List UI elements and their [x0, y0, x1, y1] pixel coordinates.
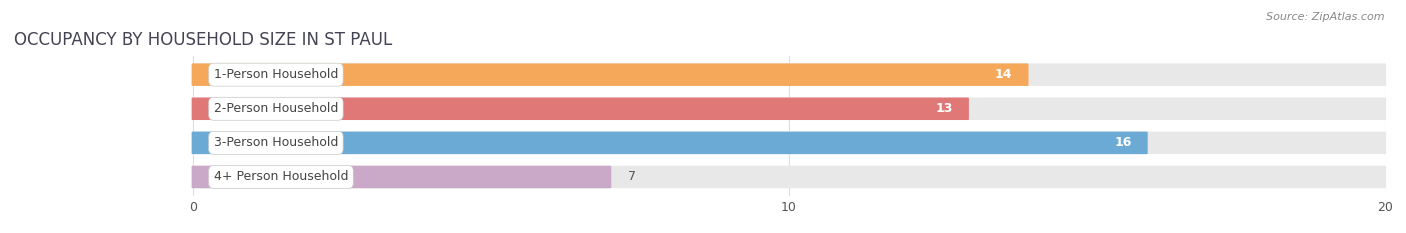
FancyBboxPatch shape	[191, 63, 1029, 86]
Text: 4+ Person Household: 4+ Person Household	[214, 171, 349, 183]
Text: 14: 14	[995, 68, 1012, 81]
Text: 2-Person Household: 2-Person Household	[214, 102, 337, 115]
FancyBboxPatch shape	[191, 98, 969, 120]
Text: 1-Person Household: 1-Person Household	[214, 68, 337, 81]
Text: 3-Person Household: 3-Person Household	[214, 136, 337, 149]
FancyBboxPatch shape	[191, 132, 1386, 154]
FancyBboxPatch shape	[191, 63, 1386, 86]
Text: Source: ZipAtlas.com: Source: ZipAtlas.com	[1267, 12, 1385, 22]
FancyBboxPatch shape	[191, 98, 1386, 120]
FancyBboxPatch shape	[191, 166, 612, 188]
Text: 13: 13	[935, 102, 953, 115]
Text: 16: 16	[1114, 136, 1132, 149]
Text: OCCUPANCY BY HOUSEHOLD SIZE IN ST PAUL: OCCUPANCY BY HOUSEHOLD SIZE IN ST PAUL	[14, 31, 392, 49]
Text: 7: 7	[628, 171, 636, 183]
FancyBboxPatch shape	[191, 166, 1386, 188]
FancyBboxPatch shape	[191, 132, 1147, 154]
